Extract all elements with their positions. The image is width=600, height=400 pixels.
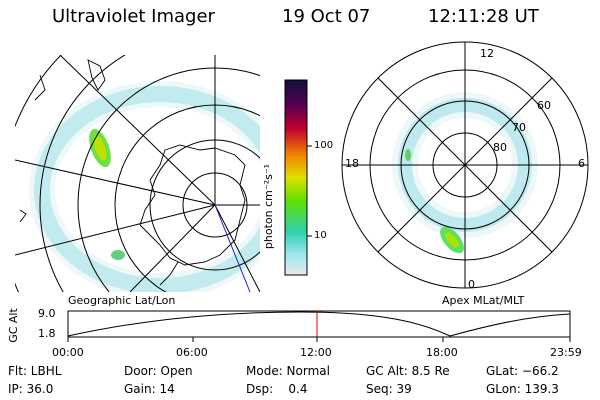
flt-info: Flt: LBHL: [8, 364, 62, 378]
alt-xtick-4: 23:59: [550, 346, 582, 359]
colorbar-tick-100: 100: [314, 140, 334, 151]
door-info: Door: Open: [124, 364, 193, 378]
geographic-map: [15, 55, 260, 292]
seq-info: Seq: 39: [366, 382, 412, 396]
alt-ytick-1-8: 1.8: [38, 327, 56, 340]
instrument-title: Ultraviolet Imager: [52, 6, 215, 27]
alt-xtick-1: 06:00: [176, 346, 208, 359]
colorbar: [284, 79, 308, 276]
mode-info: Mode: Normal: [246, 364, 330, 378]
apex-caption-label: Apex MLat/MLT: [442, 294, 525, 307]
alt-xtick-3: 18:00: [426, 346, 458, 359]
colorbar-tick-10: 10: [314, 230, 327, 241]
glat-info: GLat: −66.2: [486, 364, 559, 378]
mlt-label-6: 6: [578, 157, 585, 170]
date-label: 19 Oct 07: [282, 6, 371, 27]
dsp-info: Dsp: 0.4: [246, 382, 308, 396]
gain-info: Gain: 14: [124, 382, 175, 396]
mlt-label-12: 12: [480, 47, 494, 60]
alt-xtick-0: 00:00: [52, 346, 84, 359]
mlt-label-0: 0: [468, 278, 475, 291]
alt-xtick-2: 12:00: [300, 346, 332, 359]
lat-label-80: 80: [493, 141, 507, 154]
altitude-plot: [67, 310, 571, 342]
polar-plot: [341, 41, 589, 289]
alt-ylabel: GC Alt: [6, 308, 20, 343]
alt-ytick-9: 9.0: [38, 307, 56, 320]
gcalt-info: GC Alt: 8.5 Re: [366, 364, 450, 378]
geo-caption-label: Geographic Lat/Lon: [68, 294, 176, 307]
time-label: 12:11:28 UT: [428, 6, 539, 27]
glon-info: GLon: 139.3: [486, 382, 559, 396]
ip-info: IP: 36.0: [8, 382, 54, 396]
mlt-label-18: 18: [345, 157, 359, 170]
colorbar-unit: photon cm⁻²s⁻¹: [262, 163, 276, 250]
lat-label-70: 70: [512, 121, 526, 134]
lat-label-60: 60: [537, 99, 551, 112]
